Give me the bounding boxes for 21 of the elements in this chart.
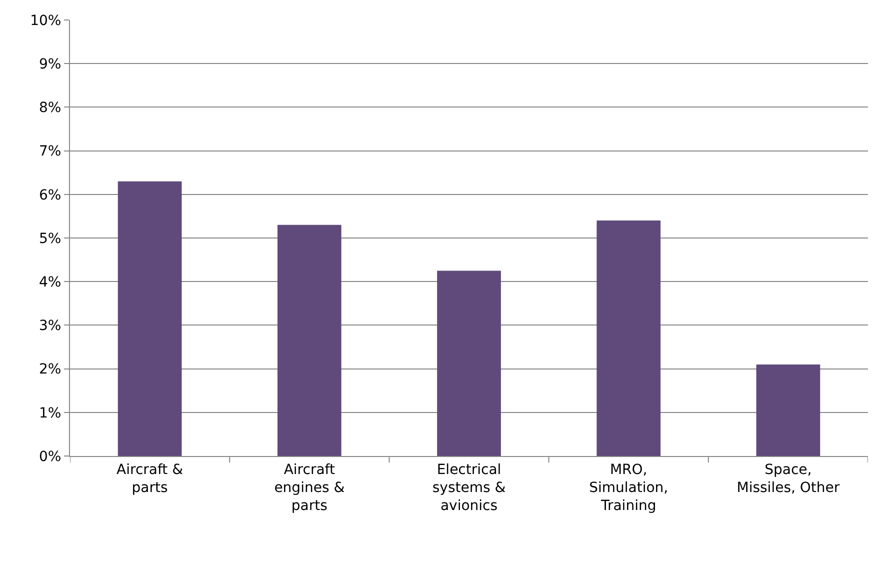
- bar: [118, 181, 182, 456]
- bar: [756, 364, 820, 456]
- y-tick-label: 8%: [38, 100, 62, 116]
- y-tick-label: 1%: [38, 405, 62, 422]
- y-tick-label: 5%: [38, 230, 62, 247]
- x-tick-label: Space, Missiles, Other: [736, 462, 840, 496]
- bar: [437, 270, 501, 456]
- x-tick-label: MRO, Simulation, Training: [589, 462, 668, 514]
- y-tick-label: 6%: [38, 187, 62, 204]
- x-tick-label: Aircraft engines & parts: [274, 462, 345, 514]
- y-tick-label: 10%: [30, 12, 62, 29]
- x-tick-label: Electrical systems & avionics: [432, 462, 506, 514]
- y-tick-label: 3%: [38, 318, 62, 334]
- bar: [596, 220, 661, 456]
- y-tick-label: 7%: [38, 144, 62, 160]
- x-tick-label: Aircraft & parts: [116, 462, 184, 496]
- y-tick-label: 2%: [38, 362, 62, 378]
- y-tick-label: 0%: [38, 448, 62, 465]
- y-tick-label: 4%: [38, 274, 62, 290]
- bar: [277, 224, 342, 456]
- y-tick-label: 9%: [38, 56, 62, 72]
